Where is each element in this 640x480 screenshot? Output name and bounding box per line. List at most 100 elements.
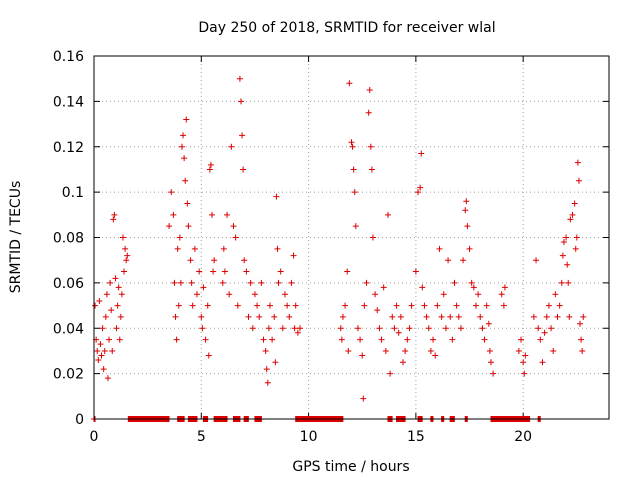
data-point	[96, 298, 103, 305]
data-point	[374, 307, 381, 314]
data-point	[573, 234, 580, 241]
data-point	[291, 325, 298, 332]
data-point	[245, 313, 252, 320]
data-point	[580, 313, 587, 320]
data-point	[417, 184, 424, 191]
data-point	[194, 291, 200, 298]
data-point	[237, 98, 244, 105]
x-tick-label: 10	[300, 429, 318, 445]
data-point	[412, 268, 419, 275]
data-point	[288, 279, 295, 286]
data-point	[466, 245, 473, 252]
data-point	[172, 313, 179, 320]
data-point	[449, 336, 456, 343]
data-point	[266, 302, 273, 309]
data-point	[264, 379, 271, 386]
x-tick-label: 5	[197, 429, 206, 445]
grid	[94, 56, 609, 419]
data-point	[384, 211, 391, 218]
data-point	[209, 211, 216, 218]
plot-frame	[93, 55, 610, 420]
data-point	[226, 291, 233, 298]
data-point	[294, 329, 301, 336]
data-point	[110, 216, 117, 223]
data-point	[219, 279, 226, 286]
data-point	[103, 291, 110, 298]
data-point	[337, 325, 344, 332]
data-point	[122, 245, 129, 252]
data-point	[360, 395, 367, 402]
data-point	[442, 325, 449, 332]
data-point	[275, 279, 282, 286]
data-point	[292, 302, 299, 309]
data-point	[501, 284, 508, 291]
data-point	[249, 325, 256, 332]
data-point	[351, 189, 358, 196]
data-point	[432, 352, 439, 359]
data-point	[400, 359, 406, 366]
data-point	[548, 325, 555, 332]
data-point	[247, 279, 254, 286]
data-points	[91, 75, 587, 422]
data-point	[243, 268, 250, 275]
data-point	[477, 313, 484, 320]
data-point	[434, 302, 441, 309]
y-tick-label: 0.14	[53, 94, 84, 110]
x-tick-label: 0	[90, 429, 99, 445]
y-tick-label: 0.12	[53, 140, 84, 156]
data-point	[350, 166, 357, 173]
data-point	[515, 347, 522, 354]
data-point	[481, 336, 488, 343]
data-point	[387, 370, 394, 377]
data-point	[490, 370, 497, 377]
data-point	[425, 325, 432, 332]
data-point	[460, 257, 467, 264]
data-point	[344, 268, 351, 275]
data-point	[462, 207, 469, 214]
data-point	[423, 313, 430, 320]
data-point	[107, 279, 114, 286]
data-point	[382, 347, 389, 354]
data-point	[451, 279, 458, 286]
data-point	[207, 161, 214, 168]
data-point	[274, 245, 281, 252]
data-point	[200, 284, 207, 291]
data-point	[357, 336, 364, 343]
data-point	[210, 268, 217, 275]
data-point	[171, 279, 178, 286]
data-point	[438, 313, 445, 320]
data-point	[263, 366, 270, 373]
data-point	[479, 325, 486, 332]
data-point	[102, 313, 109, 320]
data-point	[277, 268, 284, 275]
data-point	[187, 257, 194, 264]
data-point	[101, 347, 108, 354]
data-point	[427, 347, 434, 354]
x-tick-label: 15	[407, 429, 425, 445]
data-point	[94, 347, 101, 354]
data-point	[402, 347, 409, 354]
data-point	[124, 252, 131, 259]
data-point	[380, 284, 387, 291]
data-point	[436, 245, 443, 252]
data-point	[393, 302, 400, 309]
data-point	[108, 307, 115, 314]
data-point	[196, 268, 203, 275]
data-point	[178, 143, 185, 150]
data-point	[168, 189, 175, 196]
data-point	[230, 223, 237, 230]
data-point	[367, 143, 374, 150]
data-point	[415, 189, 422, 196]
data-point	[365, 109, 372, 116]
data-point	[202, 336, 209, 343]
data-point	[575, 177, 582, 184]
data-point	[552, 291, 559, 298]
data-point	[228, 143, 235, 150]
data-point	[173, 336, 180, 343]
data-point	[572, 245, 579, 252]
data-point	[567, 216, 574, 223]
data-point	[554, 313, 561, 320]
data-point	[366, 87, 373, 94]
data-point	[556, 302, 563, 309]
